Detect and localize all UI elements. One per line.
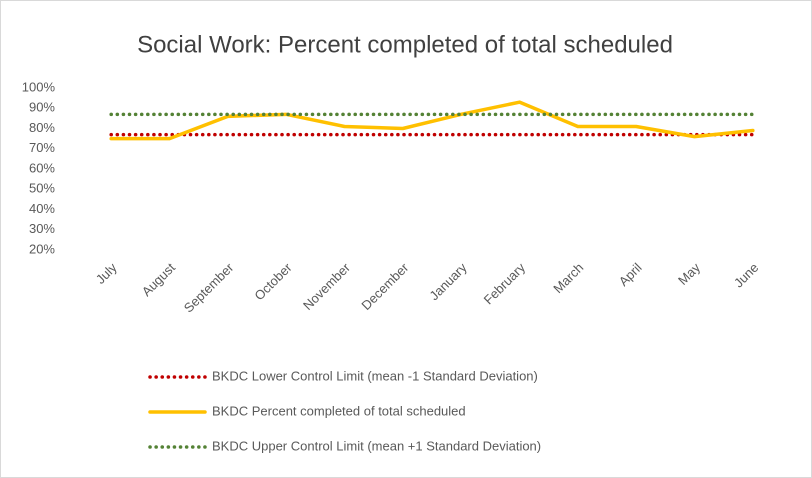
y-tick-label: 40% xyxy=(29,201,55,216)
series-line xyxy=(109,100,755,141)
legend-label: BKDC Upper Control Limit (mean +1 Standa… xyxy=(212,438,541,453)
legend-label: BKDC Lower Control Limit (mean -1 Standa… xyxy=(212,368,538,383)
y-tick-label: 60% xyxy=(29,160,55,175)
legend-label: BKDC Percent completed of total schedule… xyxy=(212,403,466,418)
chart-title: Social Work: Percent completed of total … xyxy=(137,31,673,58)
y-tick-label: 70% xyxy=(29,140,55,155)
y-tick-label: 80% xyxy=(29,120,55,135)
y-tick-label: 100% xyxy=(22,79,56,94)
y-tick-label: 50% xyxy=(29,181,55,196)
y-tick-label: 30% xyxy=(29,221,55,236)
y-tick-label: 20% xyxy=(29,241,55,256)
y-tick-label: 90% xyxy=(29,100,55,115)
